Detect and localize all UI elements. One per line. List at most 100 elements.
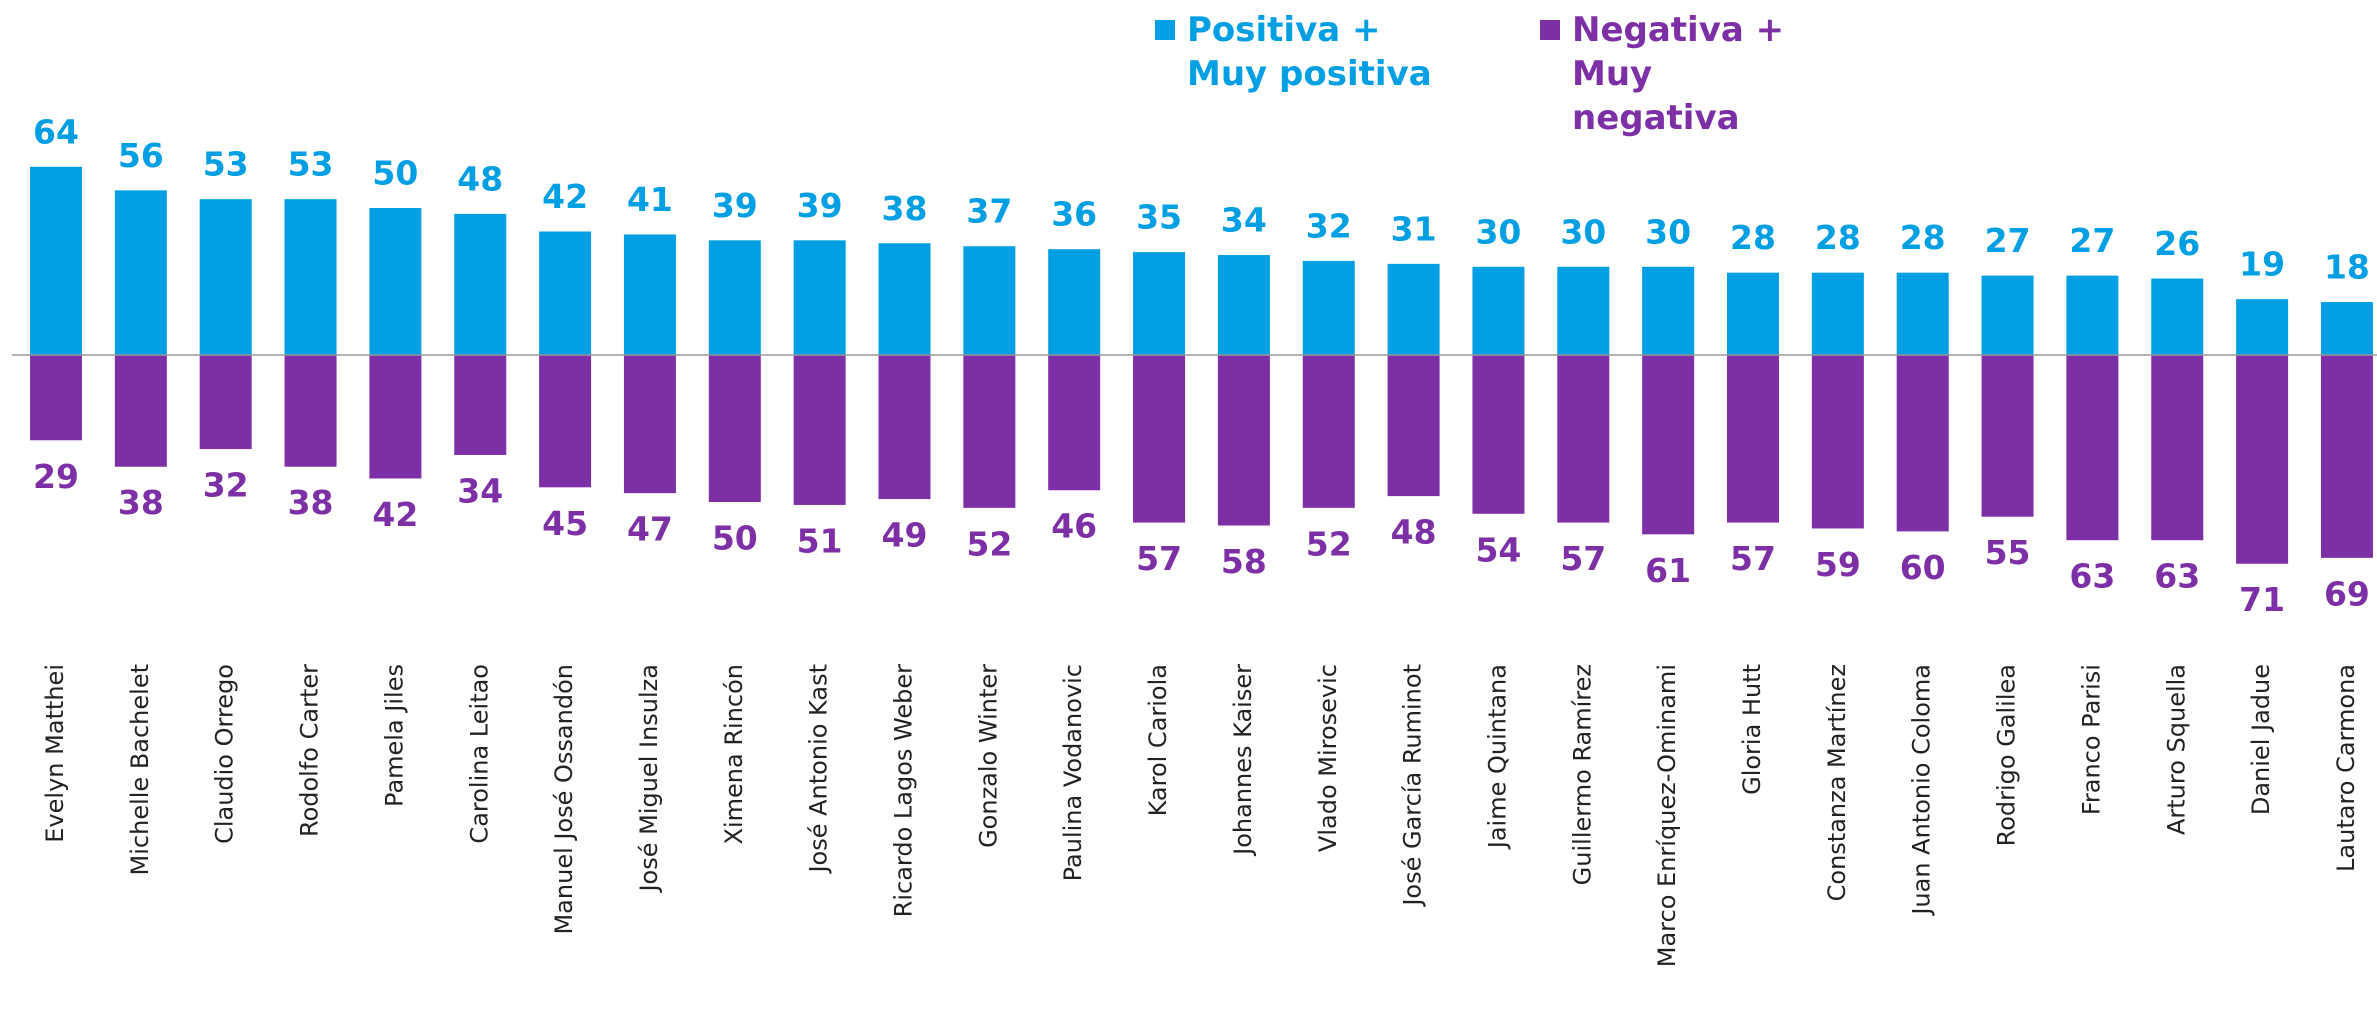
bar	[1896, 355, 1949, 532]
value-label: 32	[203, 466, 249, 505]
value-label: 58	[1221, 542, 1267, 581]
bar	[623, 234, 676, 355]
bar	[878, 243, 931, 355]
bar	[1302, 355, 1355, 508]
value-label: 51	[797, 521, 843, 560]
bar	[114, 190, 167, 355]
x-tick-label: Ximena Rincón	[720, 664, 748, 844]
bar	[1472, 355, 1525, 514]
value-label: 50	[372, 154, 418, 193]
value-label: 29	[33, 457, 79, 496]
value-label: 69	[2324, 574, 2370, 613]
value-label: 38	[882, 189, 928, 228]
value-label: 56	[118, 136, 164, 175]
bar	[30, 166, 82, 355]
value-label: 60	[1900, 548, 1946, 587]
bar	[30, 355, 82, 441]
x-tick-label: Carolina Leitao	[465, 664, 493, 844]
value-label: 30	[1475, 212, 1521, 251]
x-tick-label: Karol Cariola	[1144, 664, 1172, 816]
x-tick-label: Franco Parisi	[2077, 664, 2105, 815]
x-tick-label: Rodrigo Galilea	[1993, 664, 2021, 846]
bar	[1981, 355, 2034, 517]
value-label: 41	[627, 180, 673, 219]
bar	[623, 355, 676, 494]
x-tick-label: Arturo Squella	[2162, 664, 2190, 835]
x-tick-label: Johannes Kaiser	[1229, 664, 1257, 857]
value-label: 63	[2154, 557, 2200, 596]
bar	[1302, 260, 1355, 355]
x-tick-label: Pamela Jiles	[380, 664, 408, 807]
value-label: 31	[1391, 209, 1437, 248]
bar	[793, 240, 846, 355]
bar	[708, 355, 761, 502]
value-label: 47	[627, 510, 673, 549]
value-label: 63	[2069, 557, 2115, 596]
bar	[1896, 272, 1949, 355]
value-label: 35	[1136, 198, 1182, 237]
bar	[284, 199, 337, 355]
value-label: 54	[1475, 530, 1521, 569]
bar	[199, 355, 252, 450]
value-label: 42	[542, 177, 588, 216]
value-label: 57	[1560, 539, 1606, 578]
bar	[2236, 355, 2289, 564]
bar	[1642, 355, 1695, 535]
x-tick-label: Lautaro Carmona	[2332, 664, 2360, 872]
x-tick-label: Juan Antonio Coloma	[1908, 664, 1936, 917]
x-tick-label: Daniel Jadue	[2247, 664, 2275, 815]
x-tick-label: Gloria Hutt	[1738, 664, 1766, 795]
bar	[963, 246, 1016, 355]
bar	[369, 355, 422, 479]
value-label: 48	[1391, 513, 1437, 552]
value-label: 38	[118, 483, 164, 522]
bar	[1811, 272, 1864, 355]
bar	[454, 355, 507, 455]
bar	[1048, 355, 1101, 491]
value-label: 34	[1221, 201, 1267, 240]
value-label: 37	[966, 192, 1012, 231]
legend-swatch	[1540, 20, 1560, 40]
value-label: 48	[457, 159, 503, 198]
bar	[1217, 355, 1270, 526]
legend-item: Negativa + Muy negativa	[1540, 8, 1822, 140]
value-label: 45	[542, 504, 588, 543]
x-tick-label: Claudio Orrego	[211, 664, 239, 844]
bar	[1557, 266, 1610, 355]
x-tick-label: Jaime Quintana	[1483, 664, 1511, 850]
bar	[708, 240, 761, 355]
bar	[114, 355, 167, 467]
bar	[1727, 355, 1779, 523]
value-label: 30	[1645, 212, 1691, 251]
value-label: 57	[1730, 539, 1776, 578]
value-label: 34	[457, 471, 503, 510]
value-label: 28	[1730, 218, 1776, 257]
value-label: 26	[2154, 224, 2200, 263]
value-label: 55	[1985, 533, 2031, 572]
x-tick-label: Marco Enríquez-Ominami	[1653, 664, 1681, 967]
x-tick-label: Gonzalo Winter	[974, 664, 1002, 848]
value-label: 59	[1815, 545, 1861, 584]
bar	[1981, 275, 2034, 355]
bar	[2236, 299, 2289, 355]
value-label: 19	[2239, 245, 2285, 284]
bar	[963, 355, 1016, 508]
value-label: 50	[712, 519, 758, 558]
value-label: 27	[2069, 221, 2115, 260]
value-label: 39	[712, 186, 758, 225]
bar	[1557, 355, 1610, 523]
bar	[539, 231, 592, 355]
x-tick-label: José Miguel Insulza	[635, 664, 663, 894]
bar	[1133, 355, 1186, 523]
bar	[1811, 355, 1864, 529]
value-label: 38	[288, 483, 334, 522]
value-label: 42	[372, 495, 418, 534]
value-label: 18	[2324, 248, 2370, 287]
bar	[1048, 249, 1101, 355]
x-tick-label: José Antonio Kast	[805, 664, 833, 875]
legend-item: Positiva + Muy positiva	[1155, 8, 1437, 96]
value-label: 49	[882, 516, 928, 555]
legend-label: Positiva + Muy positiva	[1187, 10, 1432, 94]
x-tick-label: Paulina Vodanovic	[1059, 664, 1087, 881]
